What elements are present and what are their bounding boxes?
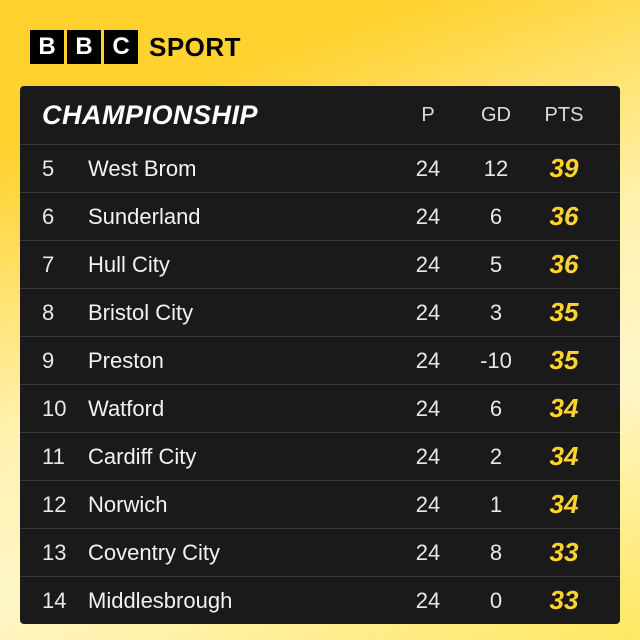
cell-gd: 8 xyxy=(462,540,530,566)
cell-gd: 6 xyxy=(462,396,530,422)
col-header-pts: PTS xyxy=(530,104,598,127)
cell-pos: 14 xyxy=(42,588,88,614)
cell-p: 24 xyxy=(394,492,462,518)
cell-pos: 7 xyxy=(42,252,88,278)
logo-block-b2: B xyxy=(67,30,101,64)
cell-pos: 8 xyxy=(42,300,88,326)
cell-pos: 13 xyxy=(42,540,88,566)
cell-team: West Brom xyxy=(88,156,394,182)
table-header: CHAMPIONSHIP P GD PTS xyxy=(20,86,620,144)
cell-team: Coventry City xyxy=(88,540,394,566)
table-title: CHAMPIONSHIP xyxy=(42,100,394,131)
cell-p: 24 xyxy=(394,588,462,614)
cell-p: 24 xyxy=(394,300,462,326)
cell-p: 24 xyxy=(394,348,462,374)
col-header-p: P xyxy=(394,104,462,127)
cell-pts: 34 xyxy=(530,441,598,472)
cell-gd: 5 xyxy=(462,252,530,278)
cell-team: Watford xyxy=(88,396,394,422)
table-body: 5West Brom2412396Sunderland246367Hull Ci… xyxy=(20,144,620,624)
cell-pts: 34 xyxy=(530,393,598,424)
cell-gd: 12 xyxy=(462,156,530,182)
cell-team: Preston xyxy=(88,348,394,374)
cell-team: Middlesbrough xyxy=(88,588,394,614)
cell-gd: -10 xyxy=(462,348,530,374)
table-row: 9Preston24-1035 xyxy=(20,336,620,384)
cell-pos: 9 xyxy=(42,348,88,374)
table-row: 6Sunderland24636 xyxy=(20,192,620,240)
cell-gd: 0 xyxy=(462,588,530,614)
cell-gd: 1 xyxy=(462,492,530,518)
cell-pts: 39 xyxy=(530,153,598,184)
cell-gd: 6 xyxy=(462,204,530,230)
table-row: 12Norwich24134 xyxy=(20,480,620,528)
cell-pts: 35 xyxy=(530,297,598,328)
card: B B C SPORT CHAMPIONSHIP P GD PTS 5West … xyxy=(20,20,620,628)
cell-gd: 3 xyxy=(462,300,530,326)
table-row: 13Coventry City24833 xyxy=(20,528,620,576)
table-row: 5West Brom241239 xyxy=(20,144,620,192)
cell-pos: 12 xyxy=(42,492,88,518)
cell-p: 24 xyxy=(394,252,462,278)
cell-p: 24 xyxy=(394,156,462,182)
cell-pos: 10 xyxy=(42,396,88,422)
table-row: 7Hull City24536 xyxy=(20,240,620,288)
bbc-sport-logo: B B C SPORT xyxy=(30,30,620,64)
cell-pos: 6 xyxy=(42,204,88,230)
cell-pts: 36 xyxy=(530,249,598,280)
cell-pts: 35 xyxy=(530,345,598,376)
table-row: 14Middlesbrough24033 xyxy=(20,576,620,624)
logo-word: SPORT xyxy=(149,32,241,63)
cell-gd: 2 xyxy=(462,444,530,470)
cell-pos: 11 xyxy=(42,444,88,470)
cell-team: Cardiff City xyxy=(88,444,394,470)
logo-block-b1: B xyxy=(30,30,64,64)
col-header-gd: GD xyxy=(462,104,530,127)
league-table: CHAMPIONSHIP P GD PTS 5West Brom2412396S… xyxy=(20,86,620,624)
cell-pts: 33 xyxy=(530,537,598,568)
cell-p: 24 xyxy=(394,540,462,566)
table-row: 11Cardiff City24234 xyxy=(20,432,620,480)
cell-p: 24 xyxy=(394,444,462,470)
cell-team: Sunderland xyxy=(88,204,394,230)
cell-pts: 36 xyxy=(530,201,598,232)
cell-team: Norwich xyxy=(88,492,394,518)
cell-p: 24 xyxy=(394,396,462,422)
table-row: 10Watford24634 xyxy=(20,384,620,432)
cell-p: 24 xyxy=(394,204,462,230)
cell-team: Hull City xyxy=(88,252,394,278)
cell-team: Bristol City xyxy=(88,300,394,326)
cell-pts: 33 xyxy=(530,585,598,616)
table-row: 8Bristol City24335 xyxy=(20,288,620,336)
cell-pos: 5 xyxy=(42,156,88,182)
cell-pts: 34 xyxy=(530,489,598,520)
logo-block-c: C xyxy=(104,30,138,64)
